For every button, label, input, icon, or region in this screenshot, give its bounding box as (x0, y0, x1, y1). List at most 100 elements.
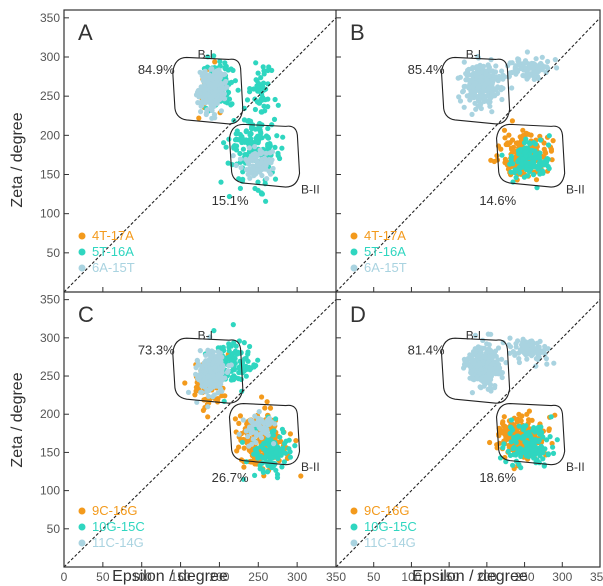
data-point (548, 148, 555, 154)
data-point (540, 169, 546, 176)
data-point (268, 446, 274, 452)
data-point (234, 351, 240, 357)
data-point (235, 87, 241, 93)
data-point (505, 448, 511, 454)
data-point (258, 160, 264, 166)
data-point (513, 174, 519, 181)
data-point (522, 347, 528, 353)
data-point (515, 58, 521, 64)
data-point (509, 462, 516, 468)
data-point (237, 150, 243, 157)
data-point (495, 78, 501, 84)
data-point (506, 435, 512, 441)
data-point (478, 366, 484, 372)
data-point (263, 150, 269, 156)
data-point (507, 350, 513, 356)
data-point (541, 146, 547, 152)
data-point (252, 106, 258, 113)
data-point (540, 161, 547, 167)
data-point (519, 413, 525, 419)
data-point (483, 374, 489, 381)
data-point (267, 150, 273, 156)
data-point (259, 460, 265, 466)
data-point (486, 99, 492, 106)
data-point (546, 133, 552, 139)
data-point (521, 140, 528, 146)
data-point (257, 418, 263, 424)
data-point (211, 328, 217, 334)
panel-letter: C (78, 302, 94, 327)
data-point (232, 78, 238, 84)
data-point (547, 434, 553, 440)
data-point (223, 144, 229, 150)
data-point (265, 421, 271, 428)
x-tick-label: 350 (326, 570, 346, 584)
data-point (519, 434, 526, 441)
data-point (222, 393, 228, 399)
data-point (551, 360, 557, 366)
data-point (279, 145, 285, 151)
data-point (477, 77, 483, 83)
data-point (265, 142, 271, 148)
data-point (265, 67, 271, 74)
data-point (260, 64, 266, 70)
region-label-b-ii: B-II (301, 182, 320, 196)
data-point (211, 373, 217, 379)
data-point (545, 452, 551, 458)
data-point (224, 100, 230, 106)
y-tick-label: 50 (47, 522, 61, 536)
data-point (516, 359, 523, 366)
y-tick-label: 100 (40, 207, 60, 221)
data-point (537, 431, 543, 437)
data-point (533, 177, 540, 183)
region-b-i-outline (172, 56, 244, 125)
data-point (520, 132, 526, 139)
data-point (237, 413, 243, 419)
data-point (503, 360, 509, 366)
data-point (202, 74, 208, 80)
data-point (496, 440, 502, 446)
data-point (548, 414, 554, 420)
legend-label: 10G-15C (92, 519, 145, 534)
data-point (247, 140, 253, 146)
data-point (260, 94, 266, 101)
scatter-points (455, 49, 560, 191)
data-point (485, 331, 491, 337)
data-point (465, 67, 471, 73)
data-point (240, 364, 246, 370)
data-point (475, 65, 481, 71)
data-point (545, 58, 551, 65)
data-point (198, 103, 204, 109)
data-point (493, 63, 499, 69)
data-point (524, 49, 531, 55)
data-point (245, 433, 251, 440)
data-point (541, 140, 547, 146)
data-point (251, 151, 258, 157)
data-point (221, 91, 227, 97)
plot-area: B-IB-II84.9%15.1%A4T-17A5T-16A6A-15T5010… (40, 9, 603, 584)
data-point (510, 446, 516, 452)
diagonal-line (336, 17, 600, 292)
data-point (526, 408, 533, 414)
data-point (216, 353, 222, 360)
data-point (463, 77, 469, 83)
data-point (243, 167, 250, 173)
data-point (225, 160, 231, 166)
data-point (487, 375, 493, 382)
data-point (245, 358, 251, 364)
data-point (207, 334, 213, 340)
data-point (518, 450, 524, 456)
data-point (272, 176, 279, 182)
data-point (487, 372, 493, 378)
data-point (520, 127, 526, 133)
data-point (208, 385, 214, 391)
legend-marker (350, 264, 358, 272)
legend-label: 11C-14G (92, 535, 144, 550)
data-point (193, 365, 199, 371)
data-point (257, 123, 263, 129)
data-point (526, 167, 532, 173)
data-point (254, 162, 260, 168)
